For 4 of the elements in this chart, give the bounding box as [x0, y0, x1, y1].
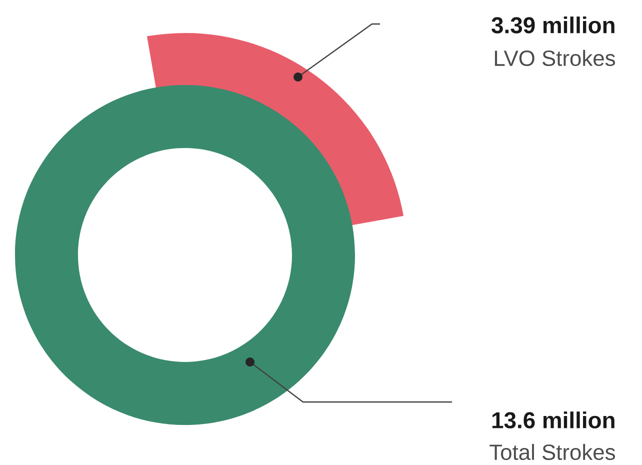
data-label: 3.39 million	[492, 16, 614, 34]
category-label: Total Strokes	[490, 444, 615, 460]
data-label: 13.6 million	[492, 412, 614, 428]
category-label: LVO Strokes	[494, 50, 615, 66]
